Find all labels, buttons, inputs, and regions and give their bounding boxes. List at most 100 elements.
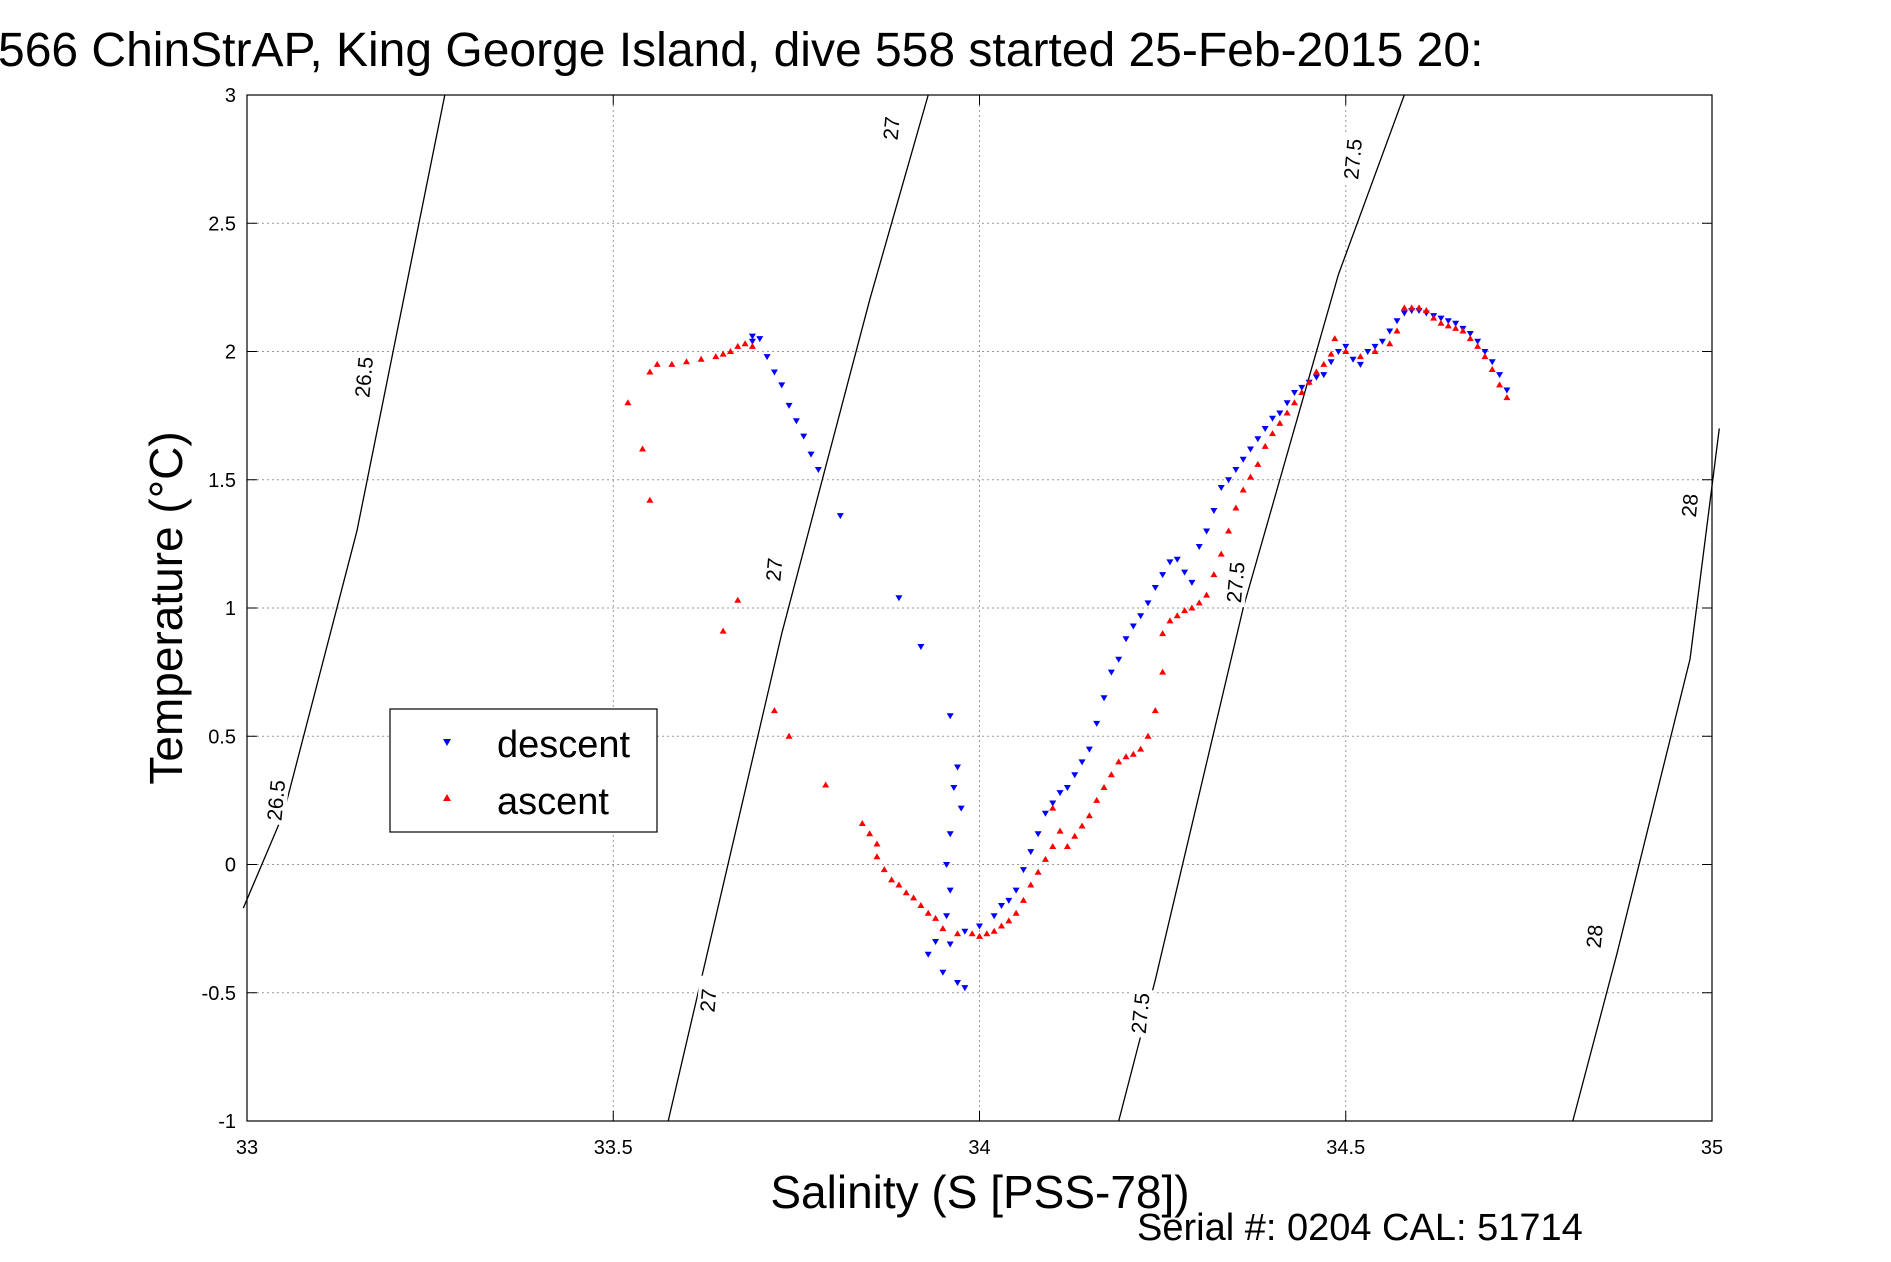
y-tick-label: 1: [225, 598, 236, 620]
ascent-point: [719, 627, 727, 634]
ascent-point: [866, 830, 874, 837]
ascent-point: [1305, 378, 1313, 385]
ascent-point: [954, 930, 962, 937]
ascent-point: [646, 496, 654, 503]
ascent-point: [1056, 827, 1064, 834]
ascent-point: [1232, 504, 1240, 511]
ascent-point: [1129, 750, 1137, 757]
descent-point: [1027, 849, 1035, 856]
ascent-point: [888, 876, 896, 883]
descent-point: [1269, 415, 1276, 422]
descent-point: [1181, 569, 1189, 576]
descent-point: [1349, 356, 1357, 363]
descent-point: [1071, 772, 1079, 779]
contour-label-27.5: 27.5: [1223, 561, 1250, 604]
descent-point: [932, 938, 940, 945]
ascent-point: [1496, 381, 1504, 388]
ascent-point: [1034, 868, 1042, 875]
descent-point: [1400, 310, 1408, 317]
ascent-point: [1290, 399, 1298, 406]
descent-point: [1444, 318, 1452, 325]
descent-point: [954, 979, 962, 986]
ascent-point: [1195, 599, 1203, 606]
ascent-point: [1012, 909, 1020, 916]
contour-label-bg: [695, 975, 722, 1026]
descent-point: [1481, 349, 1489, 355]
ascent-point: [624, 399, 632, 406]
descent-point: [1466, 331, 1474, 338]
ascent-point: [1459, 327, 1467, 334]
descent-point: [1474, 338, 1482, 345]
ascent-point: [1452, 324, 1460, 331]
descent-point: [1107, 669, 1115, 676]
ascent-point: [910, 894, 918, 901]
contour-label-27: 27: [696, 988, 721, 1013]
data-points: [624, 304, 1511, 992]
descent-point: [1005, 897, 1013, 904]
ascent-point: [1115, 758, 1123, 765]
descent-point: [1232, 466, 1240, 473]
descent-point: [943, 913, 951, 920]
descent-point: [954, 764, 962, 771]
ascent-point: [1107, 771, 1115, 778]
descent-point: [1100, 695, 1108, 702]
descent-point: [1452, 320, 1460, 327]
ascent-point: [895, 881, 903, 888]
ascent-point: [697, 355, 705, 362]
descent-point: [1203, 528, 1211, 535]
descent-point: [1151, 584, 1159, 591]
descent-point: [895, 595, 903, 602]
descent-point: [1386, 328, 1394, 335]
contour-label-bg: [761, 544, 788, 595]
ascent-point: [1225, 527, 1233, 534]
ascent-point: [1444, 322, 1452, 329]
ascent-point: [1247, 473, 1255, 480]
descent-point: [957, 805, 965, 812]
ascent-point: [1415, 304, 1423, 311]
ascent-point: [1474, 342, 1482, 349]
ascent-point: [734, 596, 742, 603]
ascent-point: [668, 360, 676, 367]
ascent-point: [785, 732, 793, 739]
descent-point: [1195, 543, 1203, 550]
contour-label-bg: [1581, 911, 1609, 962]
descent-point: [1298, 384, 1306, 391]
descent-point: [1144, 600, 1152, 607]
ascent-point: [1188, 604, 1196, 611]
descent-point: [1496, 372, 1504, 379]
descent-point: [1334, 349, 1342, 355]
y-axis-label: Temperature (°C): [140, 431, 192, 784]
descent-point: [1290, 390, 1298, 397]
ascent-point: [1159, 630, 1167, 637]
ascent-point: [653, 360, 661, 367]
ascent-point: [1400, 304, 1408, 311]
descent-point: [1342, 343, 1350, 350]
y-tick-label: 3: [225, 85, 236, 107]
legend-ascent-label: ascent: [497, 781, 609, 823]
density-contour-26.5: [242, 94, 446, 909]
descent-point: [961, 928, 969, 935]
ascent-point: [1503, 394, 1511, 401]
y-tick-label: 0: [225, 855, 236, 877]
descent-point: [1312, 374, 1320, 381]
legend: descent ascent: [389, 708, 658, 833]
contour-label-26.5: 26.5: [351, 356, 378, 399]
ascent-point: [873, 840, 881, 847]
descent-point: [778, 382, 786, 389]
ascent-point: [719, 350, 727, 357]
descent-point: [800, 433, 808, 440]
contour-label-bg: [1676, 480, 1704, 531]
descent-point: [1078, 759, 1086, 766]
ascent-point: [1203, 591, 1211, 598]
descent-point: [1166, 559, 1174, 566]
ascent-point: [1342, 348, 1350, 354]
ascent-point: [1166, 617, 1174, 624]
ascent-point: [712, 353, 720, 360]
descent-point: [770, 369, 778, 376]
ascent-point: [1173, 612, 1181, 619]
ascent-point: [1430, 314, 1438, 321]
ascent-point: [748, 342, 756, 349]
descent-point: [1019, 867, 1027, 874]
descent-point: [807, 451, 815, 458]
ascent-point: [1481, 353, 1489, 360]
